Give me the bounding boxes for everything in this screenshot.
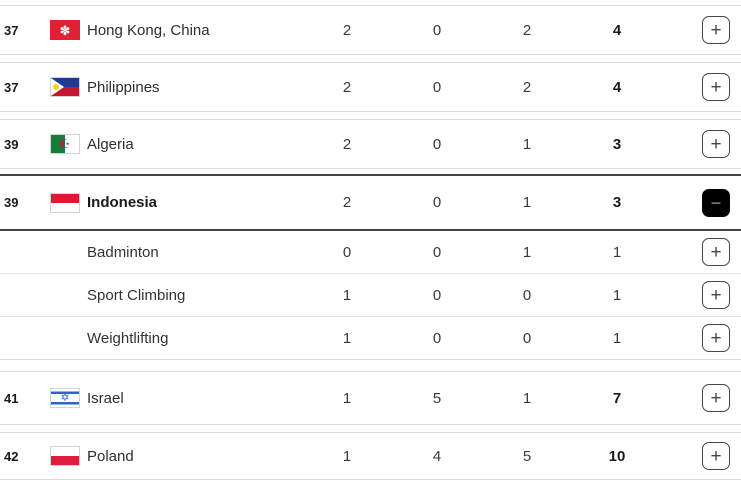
total-count: 1 (612, 286, 622, 304)
silver-count: 0 (432, 21, 442, 39)
expand-cell: + (662, 238, 741, 266)
bronze-count: 0 (522, 286, 532, 304)
gold-count: 1 (342, 329, 352, 347)
gold-count: 2 (342, 194, 352, 211)
bronze-count: 1 (522, 389, 532, 407)
silver-count: 0 (432, 243, 442, 261)
total-count: 3 (612, 135, 622, 153)
medal-row-israel: 41 Israel 1 5 1 7 + (0, 371, 741, 425)
medal-row-philippines: 37 Philippines 2 0 2 4 + (0, 62, 741, 112)
flag-philippines-icon (50, 77, 80, 97)
gold-count: 1 (342, 447, 352, 465)
collapse-cell: − (662, 188, 741, 217)
total-count: 7 (612, 389, 622, 407)
expand-button[interactable]: + (702, 130, 730, 158)
flag-cell (50, 77, 80, 97)
country-name: Israel (87, 389, 124, 407)
discipline-name: Badminton (87, 243, 159, 261)
silver-count: 4 (432, 447, 442, 465)
expanded-group-indonesia: 39 Indonesia 2 0 1 3 − Badminton 0 0 1 1… (0, 174, 741, 360)
expand-button[interactable]: + (702, 73, 730, 101)
flag-cell (50, 388, 80, 408)
silver-count: 0 (432, 286, 442, 304)
bronze-count: 1 (522, 194, 532, 211)
expand-button[interactable]: + (702, 281, 730, 309)
gold-count: 0 (342, 243, 352, 261)
discipline-row-badminton: Badminton 0 0 1 1 + (0, 231, 741, 274)
total-count: 4 (612, 78, 622, 96)
country-name: Philippines (87, 78, 160, 96)
total-count: 3 (612, 194, 622, 211)
rank-value: 39 (4, 136, 19, 152)
flag-cell (50, 20, 80, 40)
gold-count: 1 (342, 286, 352, 304)
flag-cell (50, 446, 80, 466)
medal-row-algeria: 39 Algeria 2 0 1 3 + (0, 119, 741, 169)
country-name: Hong Kong, China (87, 21, 210, 39)
gold-count: 2 (342, 21, 352, 39)
expand-cell: + (662, 73, 741, 101)
bronze-count: 2 (522, 21, 532, 39)
medal-row-poland: 42 Poland 1 4 5 10 + (0, 432, 741, 480)
gold-count: 2 (342, 78, 352, 96)
discipline-name: Weightlifting (87, 329, 169, 347)
discipline-name: Sport Climbing (87, 286, 186, 304)
country-name: Indonesia (87, 194, 158, 211)
rank-value: 39 (4, 195, 19, 210)
total-count: 1 (612, 329, 622, 347)
flag-algeria-icon (50, 134, 80, 154)
bronze-count: 0 (522, 329, 532, 347)
expand-cell: + (662, 130, 741, 158)
silver-count: 0 (432, 135, 442, 153)
expand-cell: + (662, 442, 741, 470)
rank-value: 37 (4, 22, 19, 38)
bronze-count: 2 (522, 78, 532, 96)
flag-poland-icon (50, 446, 80, 466)
medal-row-indonesia: 39 Indonesia 2 0 1 3 − (0, 174, 741, 231)
expand-cell: + (662, 16, 741, 44)
flag-israel-icon (50, 388, 80, 408)
expand-button[interactable]: + (702, 324, 730, 352)
total-count: 1 (612, 243, 622, 261)
gold-count: 2 (342, 135, 352, 153)
flag-indonesia-icon (50, 192, 80, 213)
expand-button[interactable]: + (702, 442, 730, 470)
silver-count: 5 (432, 389, 442, 407)
rank-value: 37 (4, 79, 19, 95)
bronze-count: 5 (522, 447, 532, 465)
expand-button[interactable]: + (702, 238, 730, 266)
rank-value: 42 (4, 448, 19, 464)
silver-count: 0 (432, 329, 442, 347)
expand-cell: + (662, 324, 741, 352)
flag-cell (50, 134, 80, 154)
rank-value: 41 (4, 390, 19, 406)
discipline-row-weightlifting: Weightlifting 1 0 0 1 + (0, 317, 741, 360)
expand-cell: + (662, 384, 741, 412)
total-count: 10 (608, 447, 626, 465)
country-name: Algeria (87, 135, 134, 153)
silver-count: 0 (432, 194, 442, 211)
gold-count: 1 (342, 389, 352, 407)
collapse-button[interactable]: − (702, 188, 730, 217)
expand-button[interactable]: + (702, 384, 730, 412)
flag-hong-kong-icon (50, 20, 80, 40)
expand-button[interactable]: + (702, 16, 730, 44)
discipline-row-sport-climbing: Sport Climbing 1 0 0 1 + (0, 274, 741, 317)
silver-count: 0 (432, 78, 442, 96)
country-name: Poland (87, 447, 134, 465)
bronze-count: 1 (522, 135, 532, 153)
medal-row-hong-kong-china: 37 Hong Kong, China 2 0 2 4 + (0, 5, 741, 55)
total-count: 4 (612, 21, 622, 39)
expand-cell: + (662, 281, 741, 309)
bronze-count: 1 (522, 243, 532, 261)
flag-cell (50, 192, 80, 213)
